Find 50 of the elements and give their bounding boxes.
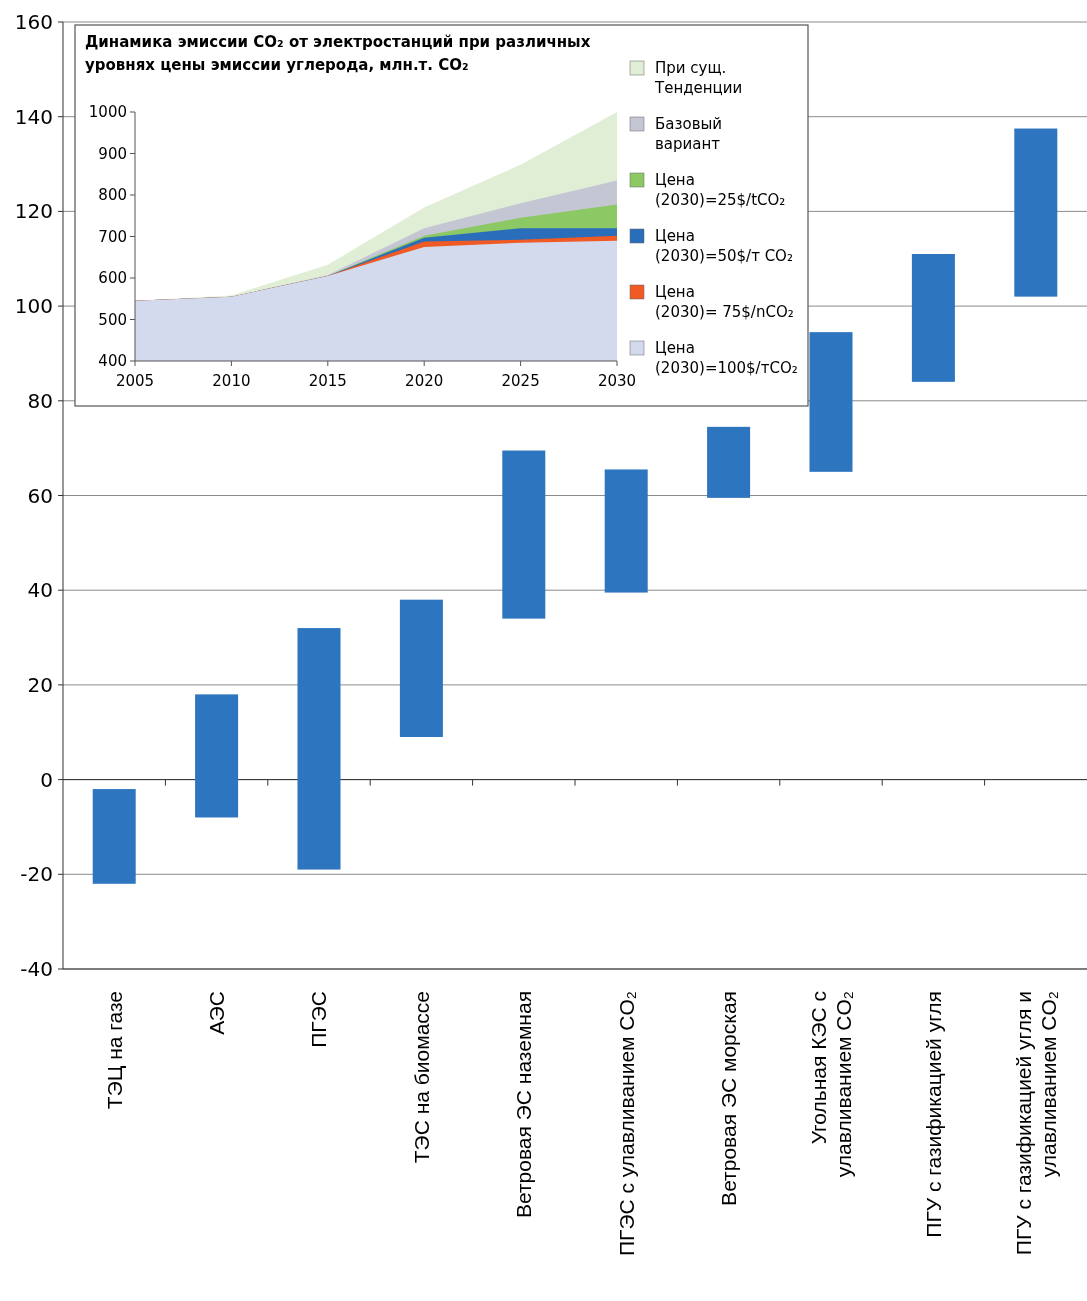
legend-label: Базовый вариант xyxy=(655,115,723,153)
y-tick-label: 500 xyxy=(98,310,127,329)
x-tick-label: ПГЭС xyxy=(307,991,331,1048)
bar xyxy=(604,469,648,593)
x-tick-label: ПГУ с газификацией угля xyxy=(921,991,945,1238)
bar xyxy=(1014,128,1058,297)
x-tick-label: Ветровая ЭС морская xyxy=(716,991,740,1206)
bar xyxy=(297,628,341,870)
legend-label: При сущ. Тенденции xyxy=(654,59,743,97)
y-tick-label: 20 xyxy=(27,672,53,697)
y-tick-label: 100 xyxy=(14,294,53,319)
x-tick-label: 2015 xyxy=(308,372,347,390)
bar xyxy=(195,694,239,818)
x-tick-label: АЭС xyxy=(204,991,228,1035)
x-tick-label: Ветровая ЭС наземная xyxy=(512,991,536,1219)
y-tick-label: 120 xyxy=(14,199,53,224)
x-tick-label: 2005 xyxy=(115,372,155,390)
y-tick-label: 700 xyxy=(98,227,127,246)
chart-title: Динамика эмиссии CO₂ от электростанций при различных уровнях цены эмиссии углерода, млн.т. CO₂ xyxy=(85,33,591,74)
bar xyxy=(911,254,955,382)
y-tick-label: 800 xyxy=(98,186,127,205)
legend-label: Цена (2030)=100$/тCO₂ xyxy=(655,339,798,377)
x-tick-label: ПГЭС с улавливанием CO₂ xyxy=(614,991,638,1257)
legend-label: Цена (2030)=25$/tCO₂ xyxy=(655,171,786,209)
x-tick-label: Угольная КЭС с улавливанием CO₂ xyxy=(806,991,855,1178)
bar xyxy=(502,450,546,619)
y-tick-label: -40 xyxy=(20,957,53,981)
y-tick-label: 80 xyxy=(27,388,53,413)
y-tick-label: 40 xyxy=(27,578,53,603)
bar xyxy=(809,332,853,472)
y-tick-label: 60 xyxy=(27,483,53,508)
x-tick-label: 2020 xyxy=(405,372,444,390)
y-tick-label: 1000 xyxy=(88,103,127,122)
x-tick-label: ТЭС на биомассе xyxy=(409,991,433,1164)
y-tick-label: 0 xyxy=(40,767,53,792)
x-tick-label: ТЭЦ на газе xyxy=(102,991,126,1110)
y-tick-label: 600 xyxy=(98,269,127,288)
bar xyxy=(399,599,443,737)
x-tick-label: 2030 xyxy=(597,372,637,390)
y-tick-label: 900 xyxy=(98,144,127,163)
x-tick-label: 2010 xyxy=(212,372,251,390)
bar xyxy=(92,789,136,884)
legend-label: Цена (2030)=50$/т CO₂ xyxy=(655,227,793,265)
x-tick-label: 2025 xyxy=(501,372,540,390)
bar xyxy=(707,426,751,498)
y-tick-label: -20 xyxy=(20,862,53,887)
y-tick-label: 140 xyxy=(14,104,53,129)
y-tick-label: 160 xyxy=(14,10,53,34)
y-tick-label: 400 xyxy=(98,352,127,371)
legend-label: Цена (2030)= 75$/nCO₂ xyxy=(655,283,794,321)
